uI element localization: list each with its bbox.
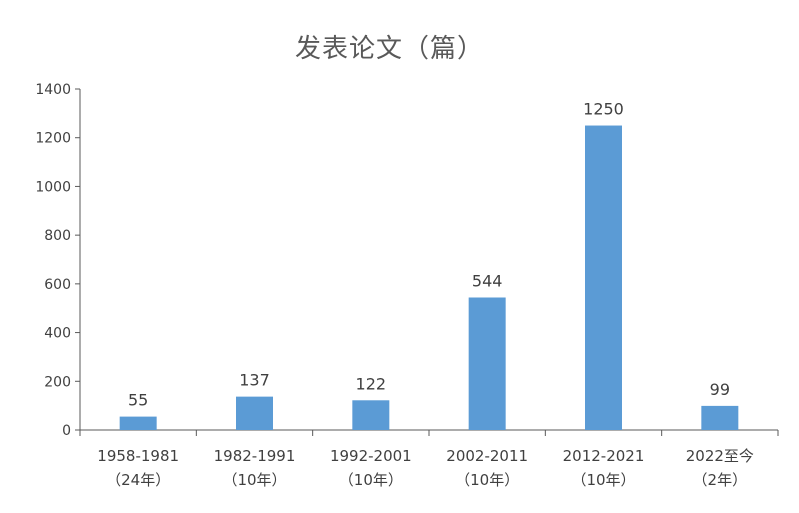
x-tick-sublabel: （10年） <box>455 471 519 489</box>
y-tick-label: 1200 <box>35 131 71 147</box>
y-tick-label: 400 <box>44 326 71 342</box>
y-tick-label: 1000 <box>35 179 71 195</box>
bar <box>701 405 739 430</box>
x-tick-label: 1982-1991 <box>214 447 296 465</box>
bar <box>468 297 506 430</box>
y-tick-label: 600 <box>44 277 71 293</box>
chart-title: 发表论文（篇） <box>294 34 484 64</box>
x-tick-label: 2002-2011 <box>446 447 528 465</box>
bar <box>585 125 622 431</box>
bar <box>119 416 157 430</box>
x-tick-label: 2022至今 <box>686 447 754 465</box>
x-tick-label: 1992-2001 <box>330 447 412 465</box>
x-tick-label: 1958-1981 <box>97 447 179 465</box>
data-label: 99 <box>710 380 730 399</box>
x-tick-label: 2012-2021 <box>563 447 645 465</box>
x-tick-sublabel: （2年） <box>693 471 748 489</box>
x-tick-sublabel: （10年） <box>571 471 635 489</box>
data-label: 1250 <box>583 100 624 119</box>
data-label: 544 <box>472 271 503 290</box>
y-tick-label: 200 <box>44 374 71 390</box>
bar <box>352 400 390 430</box>
bar <box>236 396 273 430</box>
x-tick-sublabel: （24年） <box>106 471 170 489</box>
data-label: 122 <box>356 374 387 393</box>
y-tick-label: 1400 <box>35 82 71 98</box>
y-tick-label: 0 <box>62 423 71 439</box>
data-label: 55 <box>128 391 148 410</box>
data-label: 137 <box>239 371 270 390</box>
x-tick-sublabel: （10年） <box>222 471 286 489</box>
x-tick-sublabel: （10年） <box>339 471 403 489</box>
y-tick-label: 800 <box>44 228 71 244</box>
